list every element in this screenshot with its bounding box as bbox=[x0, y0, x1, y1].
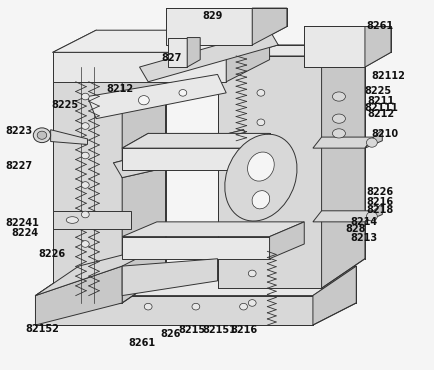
Polygon shape bbox=[122, 134, 269, 148]
Polygon shape bbox=[53, 211, 131, 229]
Polygon shape bbox=[217, 45, 364, 56]
Ellipse shape bbox=[365, 212, 376, 221]
Text: 82152: 82152 bbox=[25, 324, 59, 334]
Polygon shape bbox=[122, 236, 269, 259]
Text: 8225: 8225 bbox=[364, 86, 391, 96]
Ellipse shape bbox=[33, 128, 50, 142]
Text: 8211: 8211 bbox=[367, 96, 394, 106]
Polygon shape bbox=[364, 130, 381, 148]
Polygon shape bbox=[167, 38, 187, 67]
Text: 8227: 8227 bbox=[5, 161, 33, 171]
Polygon shape bbox=[122, 259, 217, 296]
Text: 8212: 8212 bbox=[367, 109, 394, 119]
Text: 8214: 8214 bbox=[350, 217, 377, 227]
Polygon shape bbox=[312, 266, 355, 325]
Ellipse shape bbox=[138, 95, 149, 105]
Ellipse shape bbox=[239, 303, 247, 310]
Polygon shape bbox=[165, 8, 252, 45]
Text: 8216: 8216 bbox=[230, 325, 257, 335]
Polygon shape bbox=[312, 211, 373, 222]
Text: 8223: 8223 bbox=[5, 126, 33, 136]
Ellipse shape bbox=[332, 114, 345, 123]
Ellipse shape bbox=[66, 217, 78, 223]
Text: 8210: 8210 bbox=[370, 129, 397, 139]
Text: 8226: 8226 bbox=[366, 187, 393, 197]
Polygon shape bbox=[312, 137, 373, 148]
Polygon shape bbox=[122, 148, 243, 170]
Text: 8226: 8226 bbox=[38, 249, 66, 259]
Ellipse shape bbox=[248, 300, 256, 306]
Ellipse shape bbox=[81, 182, 89, 188]
Text: 82112: 82112 bbox=[371, 71, 405, 81]
Text: 82241: 82241 bbox=[6, 218, 39, 228]
Text: 8213: 8213 bbox=[350, 233, 377, 243]
Polygon shape bbox=[36, 266, 122, 325]
Ellipse shape bbox=[81, 240, 89, 247]
Polygon shape bbox=[36, 244, 165, 296]
Ellipse shape bbox=[178, 90, 186, 96]
Polygon shape bbox=[252, 8, 286, 45]
Polygon shape bbox=[187, 38, 200, 67]
Polygon shape bbox=[36, 266, 355, 296]
Text: 829: 829 bbox=[202, 11, 222, 21]
Ellipse shape bbox=[332, 129, 345, 138]
Text: 82151: 82151 bbox=[202, 325, 236, 335]
Ellipse shape bbox=[251, 191, 269, 209]
Polygon shape bbox=[303, 27, 364, 67]
Polygon shape bbox=[50, 130, 87, 144]
Polygon shape bbox=[139, 30, 278, 82]
Ellipse shape bbox=[224, 134, 296, 221]
Polygon shape bbox=[243, 134, 269, 170]
Ellipse shape bbox=[81, 152, 89, 159]
Ellipse shape bbox=[248, 270, 256, 277]
Text: 827: 827 bbox=[161, 53, 182, 63]
Text: 828: 828 bbox=[344, 224, 365, 234]
Text: 82111: 82111 bbox=[364, 102, 398, 112]
Ellipse shape bbox=[256, 119, 264, 126]
Ellipse shape bbox=[37, 131, 46, 139]
Polygon shape bbox=[217, 56, 321, 288]
Ellipse shape bbox=[144, 303, 152, 310]
Text: 8212: 8212 bbox=[106, 84, 133, 94]
Text: 826: 826 bbox=[160, 329, 181, 339]
Ellipse shape bbox=[247, 152, 273, 181]
Text: 8261: 8261 bbox=[366, 21, 393, 31]
Ellipse shape bbox=[365, 138, 376, 147]
Polygon shape bbox=[53, 30, 269, 52]
Polygon shape bbox=[364, 27, 390, 67]
Text: 8216: 8216 bbox=[366, 197, 393, 207]
Polygon shape bbox=[53, 67, 122, 303]
Ellipse shape bbox=[81, 211, 89, 218]
Text: 8224: 8224 bbox=[11, 228, 38, 238]
Text: 8218: 8218 bbox=[366, 205, 393, 215]
Polygon shape bbox=[53, 52, 226, 82]
Polygon shape bbox=[87, 74, 226, 119]
Polygon shape bbox=[226, 30, 269, 82]
Ellipse shape bbox=[191, 303, 199, 310]
Polygon shape bbox=[36, 296, 312, 325]
Polygon shape bbox=[122, 222, 303, 236]
Polygon shape bbox=[269, 222, 303, 259]
Polygon shape bbox=[321, 45, 364, 288]
Text: 8261: 8261 bbox=[128, 338, 155, 348]
Ellipse shape bbox=[332, 92, 345, 101]
Ellipse shape bbox=[256, 90, 264, 96]
Ellipse shape bbox=[81, 123, 89, 130]
Ellipse shape bbox=[81, 93, 89, 100]
Polygon shape bbox=[113, 130, 252, 178]
Text: 8215: 8215 bbox=[178, 325, 204, 335]
Polygon shape bbox=[122, 45, 165, 303]
Text: 8225: 8225 bbox=[51, 100, 78, 110]
Polygon shape bbox=[364, 204, 381, 222]
